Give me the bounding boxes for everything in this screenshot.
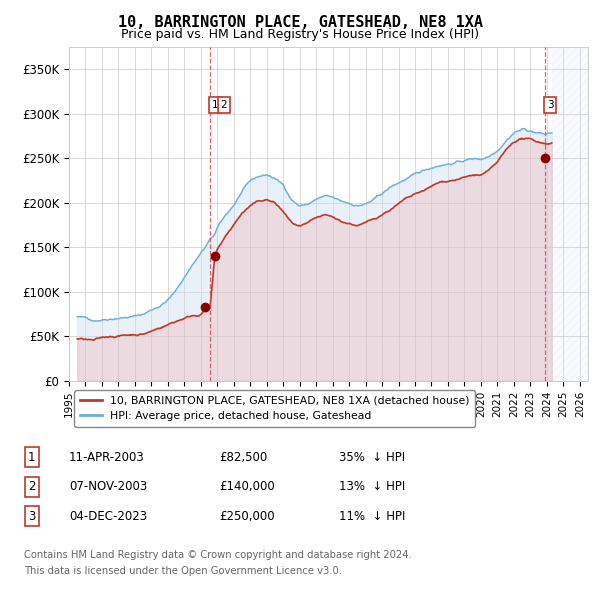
- Text: 3: 3: [547, 100, 553, 110]
- Text: Contains HM Land Registry data © Crown copyright and database right 2024.: Contains HM Land Registry data © Crown c…: [24, 550, 412, 560]
- Text: 10, BARRINGTON PLACE, GATESHEAD, NE8 1XA: 10, BARRINGTON PLACE, GATESHEAD, NE8 1XA: [118, 15, 482, 30]
- Text: £140,000: £140,000: [219, 480, 275, 493]
- Text: 07-NOV-2003: 07-NOV-2003: [69, 480, 147, 493]
- Bar: [552, 47, 588, 381]
- Text: 3: 3: [28, 510, 35, 523]
- Text: This data is licensed under the Open Government Licence v3.0.: This data is licensed under the Open Gov…: [24, 566, 342, 576]
- Text: 13%  ↓ HPI: 13% ↓ HPI: [339, 480, 405, 493]
- Text: 1: 1: [28, 451, 35, 464]
- Text: £250,000: £250,000: [219, 510, 275, 523]
- Text: 04-DEC-2023: 04-DEC-2023: [69, 510, 147, 523]
- Text: 35%  ↓ HPI: 35% ↓ HPI: [339, 451, 405, 464]
- Text: Price paid vs. HM Land Registry's House Price Index (HPI): Price paid vs. HM Land Registry's House …: [121, 28, 479, 41]
- Text: 1: 1: [211, 100, 218, 110]
- Text: 11%  ↓ HPI: 11% ↓ HPI: [339, 510, 406, 523]
- Legend: 10, BARRINGTON PLACE, GATESHEAD, NE8 1XA (detached house), HPI: Average price, d: 10, BARRINGTON PLACE, GATESHEAD, NE8 1XA…: [74, 391, 475, 427]
- Text: £82,500: £82,500: [219, 451, 267, 464]
- Text: 2: 2: [221, 100, 227, 110]
- Text: 11-APR-2003: 11-APR-2003: [69, 451, 145, 464]
- Text: 2: 2: [28, 480, 35, 493]
